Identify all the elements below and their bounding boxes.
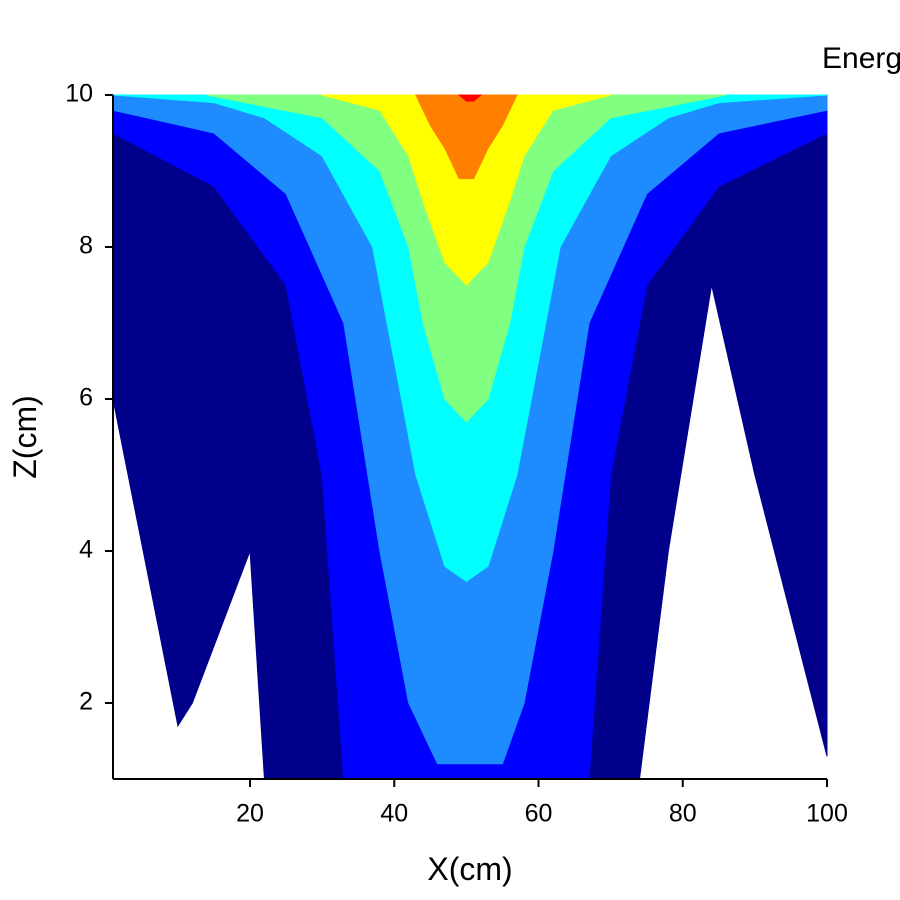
x-tick-label: 20 xyxy=(236,800,264,828)
chart-title: Energ xyxy=(822,42,900,75)
contour-band xyxy=(322,94,611,286)
y-tick-label: 8 xyxy=(79,232,93,260)
contour-band xyxy=(457,94,483,102)
y-tick-label: 10 xyxy=(65,80,93,108)
x-tick-label: 100 xyxy=(806,800,848,828)
y-tick-label: 6 xyxy=(79,384,93,412)
contour-band xyxy=(415,94,518,180)
x-tick-label: 80 xyxy=(669,800,697,828)
x-tick-label: 40 xyxy=(380,800,408,828)
y-tick-label: 2 xyxy=(79,688,93,716)
y-tick-label: 4 xyxy=(79,536,93,564)
x-tick-label: 60 xyxy=(525,800,553,828)
y-axis-title: Z(cm) xyxy=(7,395,43,479)
x-axis-title: X(cm) xyxy=(427,851,512,887)
